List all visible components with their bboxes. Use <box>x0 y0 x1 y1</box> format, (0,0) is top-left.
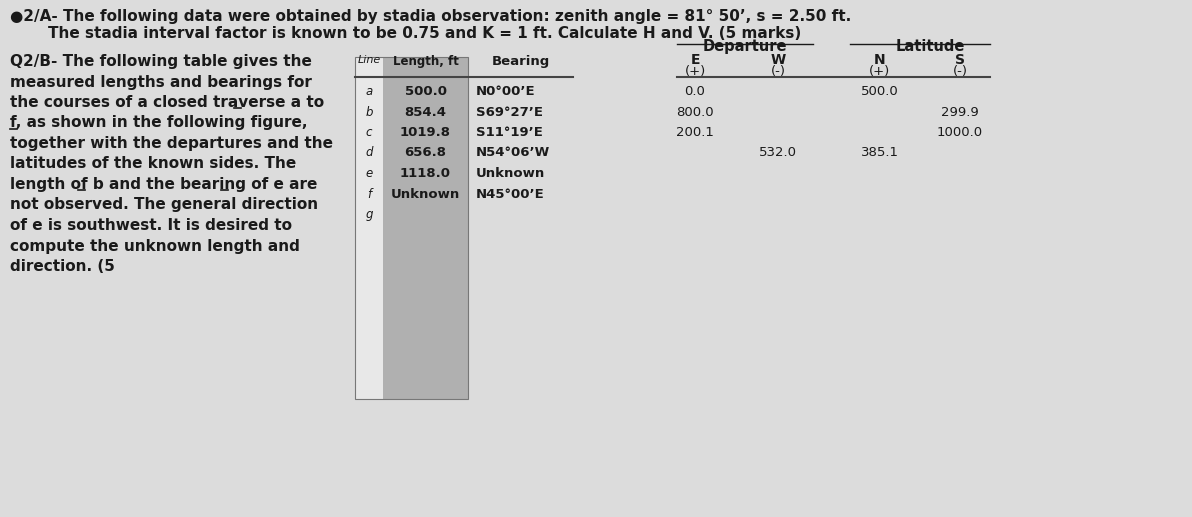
Text: N54°06’W: N54°06’W <box>476 146 551 160</box>
Text: together with the departures and the: together with the departures and the <box>10 136 333 151</box>
Text: of e is southwest. It is desired to: of e is southwest. It is desired to <box>10 218 292 233</box>
Text: (-): (-) <box>952 65 968 78</box>
Text: direction. (5: direction. (5 <box>10 259 114 274</box>
Text: (-): (-) <box>770 65 786 78</box>
Text: Q2/B- The following table gives the: Q2/B- The following table gives the <box>10 54 312 69</box>
Text: N: N <box>874 53 886 67</box>
Text: The stadia interval factor is known to be 0.75 and K = 1 ft. Calculate H and V. : The stadia interval factor is known to b… <box>48 26 801 41</box>
Text: latitudes of the known sides. The: latitudes of the known sides. The <box>10 157 297 172</box>
Text: 385.1: 385.1 <box>861 146 899 160</box>
Text: 500.0: 500.0 <box>861 85 899 98</box>
Text: 1000.0: 1000.0 <box>937 126 983 139</box>
Text: a: a <box>366 85 373 98</box>
Text: Bearing: Bearing <box>491 55 550 68</box>
Text: g: g <box>365 208 373 221</box>
Text: 1019.8: 1019.8 <box>401 126 451 139</box>
Text: S11°19’E: S11°19’E <box>476 126 542 139</box>
Text: N0°00’E: N0°00’E <box>476 85 535 98</box>
Text: 656.8: 656.8 <box>404 146 447 160</box>
Text: b: b <box>365 105 373 118</box>
Text: Length, ft: Length, ft <box>392 55 459 68</box>
Text: 1118.0: 1118.0 <box>401 167 451 180</box>
Text: f: f <box>367 188 371 201</box>
Text: 500.0: 500.0 <box>404 85 447 98</box>
Text: c: c <box>366 126 372 139</box>
Text: the courses of a closed traverse a to: the courses of a closed traverse a to <box>10 95 324 110</box>
Text: Departure: Departure <box>703 39 787 54</box>
Bar <box>468 57 573 399</box>
Text: W: W <box>770 53 786 67</box>
Bar <box>355 57 468 399</box>
Text: 200.1: 200.1 <box>676 126 714 139</box>
Text: 299.9: 299.9 <box>942 105 979 118</box>
Text: Latitude: Latitude <box>895 39 964 54</box>
Text: Unknown: Unknown <box>476 167 545 180</box>
Text: N45°00’E: N45°00’E <box>476 188 545 201</box>
Text: measured lengths and bearings for: measured lengths and bearings for <box>10 74 312 89</box>
Text: 0.0: 0.0 <box>684 85 706 98</box>
Bar <box>355 57 468 399</box>
Text: 854.4: 854.4 <box>404 105 447 118</box>
Text: S69°27’E: S69°27’E <box>476 105 544 118</box>
Text: length of b and the bearing of e are: length of b and the bearing of e are <box>10 177 317 192</box>
Text: compute the unknown length and: compute the unknown length and <box>10 238 300 253</box>
Text: 800.0: 800.0 <box>676 105 714 118</box>
Text: (+): (+) <box>869 65 890 78</box>
Text: Unknown: Unknown <box>391 188 460 201</box>
Text: S: S <box>955 53 966 67</box>
Text: E: E <box>690 53 700 67</box>
Text: e: e <box>366 167 373 180</box>
Text: (+): (+) <box>684 65 706 78</box>
Text: f, as shown in the following figure,: f, as shown in the following figure, <box>10 115 308 130</box>
Text: not observed. The general direction: not observed. The general direction <box>10 197 318 212</box>
Text: Line: Line <box>358 55 380 65</box>
Text: 532.0: 532.0 <box>759 146 797 160</box>
Text: d: d <box>365 146 373 160</box>
Bar <box>355 57 383 399</box>
Text: ●2/A- The following data were obtained by stadia observation: zenith angle = 81°: ●2/A- The following data were obtained b… <box>10 9 851 24</box>
